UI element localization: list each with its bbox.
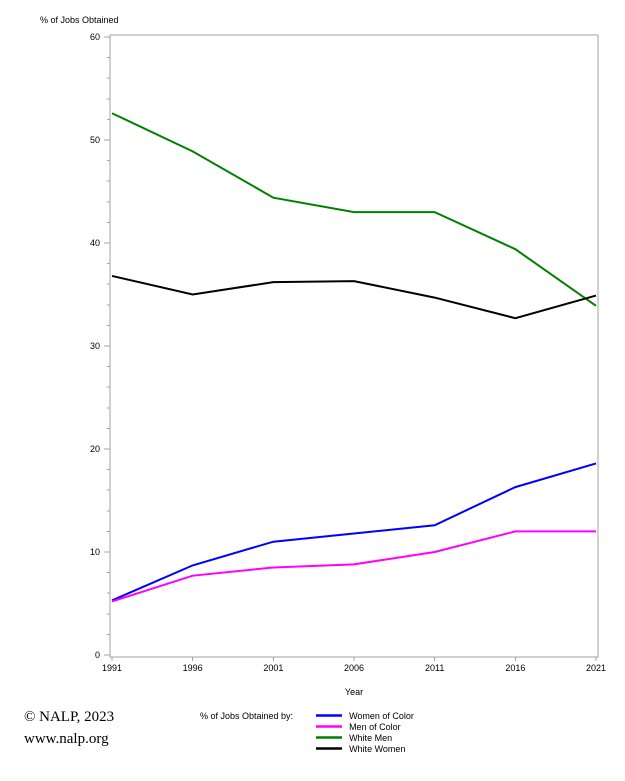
y-tick-label: 20 [90,444,100,454]
y-tick-label: 40 [90,238,100,248]
series-line-men-of-color [111,530,596,603]
series-line-white-men [111,112,597,307]
copyright-text: © NALP, 2023 [24,709,115,725]
y-axis-title: % of Jobs Obtained [40,15,119,25]
legend: % of Jobs Obtained by: Women of Color Men… [200,710,414,754]
series-line-white-women [111,274,597,320]
legend-items: Women of Color Men of Color White Men White… [315,710,414,754]
y-tick-label: 60 [90,32,100,42]
legend-swatch-line [316,714,343,717]
x-tick-label: 2021 [586,663,606,673]
y-tick-label: 10 [90,547,100,557]
x-tick-label: 1996 [183,663,203,673]
x-tick-label: 2016 [505,663,525,673]
legend-item: White Women [315,743,414,754]
legend-item: Men of Color [315,721,414,732]
legend-swatch-line [316,725,343,728]
legend-label: Men of Color [349,721,401,732]
x-tick-label: 2006 [344,663,364,673]
legend-label: White Men [349,732,393,743]
website-text: www.nalp.org [24,731,109,747]
x-tick-label: 2001 [263,663,283,673]
legend-title: % of Jobs Obtained by: [200,711,294,721]
legend-item: Women of Color [315,710,414,721]
series-line-women-of-color [111,462,597,602]
x-tick-label: 2011 [425,663,444,673]
copyright-block: © NALP, 2023 www.nalp.org [24,706,114,750]
x-tick-label: 1991 [102,663,122,673]
legend-item: White Men [315,732,414,743]
legend-swatch-line [316,747,343,750]
legend-swatch-line [316,736,343,739]
legend-label: White Women [349,743,406,754]
y-tick-label: 0 [95,650,100,660]
x-axis-label: Year [344,687,364,697]
y-tick-label: 30 [90,341,100,351]
y-tick-label: 50 [90,135,100,145]
legend-label: Women of Color [349,710,414,721]
